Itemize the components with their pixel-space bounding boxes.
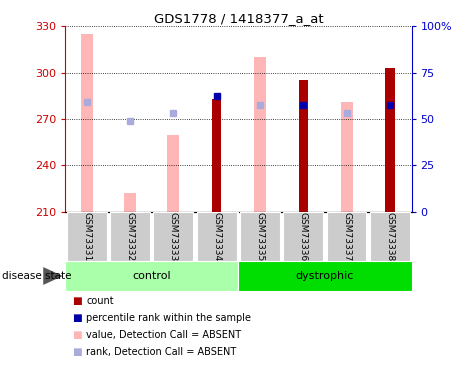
- Bar: [212, 99, 221, 212]
- Bar: [299, 80, 308, 212]
- Text: ■: ■: [72, 330, 82, 340]
- Bar: [254, 57, 266, 212]
- Text: dystrophic: dystrophic: [296, 271, 354, 281]
- Bar: [340, 102, 352, 212]
- Bar: [283, 212, 323, 261]
- Bar: [385, 68, 395, 212]
- Bar: [65, 261, 238, 291]
- Text: GSM73332: GSM73332: [126, 211, 134, 261]
- Bar: [153, 212, 193, 261]
- Title: GDS1778 / 1418377_a_at: GDS1778 / 1418377_a_at: [153, 12, 323, 25]
- Text: percentile rank within the sample: percentile rank within the sample: [86, 313, 251, 323]
- Text: ■: ■: [72, 348, 82, 357]
- Bar: [110, 212, 150, 261]
- Bar: [167, 135, 179, 212]
- Bar: [238, 261, 412, 291]
- Text: count: count: [86, 296, 113, 306]
- Text: ■: ■: [72, 313, 82, 323]
- Text: disease state: disease state: [2, 271, 72, 281]
- Bar: [240, 212, 280, 261]
- Text: GSM73331: GSM73331: [82, 211, 91, 261]
- Text: GSM73338: GSM73338: [385, 211, 394, 261]
- Polygon shape: [43, 267, 63, 285]
- Text: GSM73336: GSM73336: [299, 211, 308, 261]
- Text: control: control: [133, 271, 171, 281]
- Text: GSM73335: GSM73335: [255, 211, 265, 261]
- Text: GSM73337: GSM73337: [342, 211, 351, 261]
- Bar: [197, 212, 237, 261]
- Text: GSM73334: GSM73334: [212, 211, 221, 261]
- Bar: [370, 212, 410, 261]
- Bar: [67, 212, 106, 261]
- Text: ■: ■: [72, 296, 82, 306]
- Bar: [81, 34, 93, 212]
- Bar: [326, 212, 366, 261]
- Text: GSM73333: GSM73333: [169, 211, 178, 261]
- Text: rank, Detection Call = ABSENT: rank, Detection Call = ABSENT: [86, 348, 236, 357]
- Text: value, Detection Call = ABSENT: value, Detection Call = ABSENT: [86, 330, 241, 340]
- Bar: [124, 194, 136, 212]
